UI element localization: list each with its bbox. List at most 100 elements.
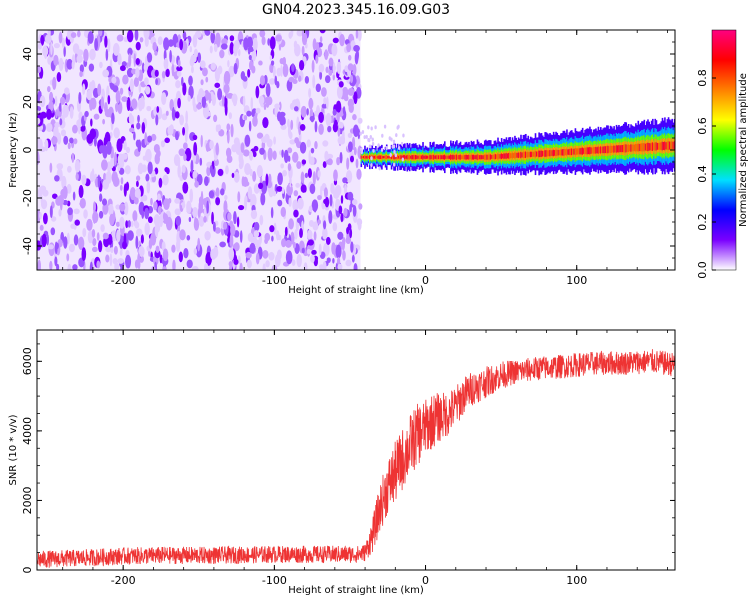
noise-blob	[110, 157, 114, 169]
noise-blob	[308, 87, 312, 98]
carrier-cell	[495, 154, 498, 159]
carrier-cell	[671, 141, 673, 150]
noise-blob	[331, 43, 338, 57]
noise-blob	[219, 49, 225, 59]
noise-blob	[129, 127, 135, 133]
carrier-cell	[636, 144, 638, 152]
noise-blob	[160, 140, 166, 148]
noise-blob	[247, 68, 251, 78]
noise-blob	[226, 155, 233, 163]
noise-blob	[287, 163, 292, 172]
carrier-cell	[577, 148, 579, 155]
noise-blob	[293, 106, 299, 112]
noise-blob	[293, 209, 299, 218]
noise-blob	[310, 147, 315, 154]
noise-blob	[105, 254, 110, 263]
noise-blob	[258, 60, 263, 66]
noise-blob	[70, 223, 76, 229]
carrier-cell	[665, 142, 667, 150]
noise-blob	[214, 68, 221, 82]
edge-blob	[378, 166, 381, 171]
carrier-cell	[482, 155, 485, 160]
carrier-cell	[531, 151, 533, 157]
noise-blob	[119, 87, 124, 95]
noise-blob	[100, 96, 105, 110]
noise-blob	[37, 117, 41, 125]
y-tick-label: 0	[21, 567, 34, 574]
noise-blob	[347, 141, 353, 153]
noise-blob	[54, 256, 58, 267]
noise-blob	[205, 142, 210, 153]
noise-blob	[134, 30, 139, 41]
noise-blob	[137, 139, 142, 153]
noise-blob	[297, 197, 304, 210]
noise-blob	[144, 56, 148, 69]
noise-blob	[351, 254, 355, 263]
noise-blob	[200, 134, 203, 148]
noise-blob	[94, 38, 99, 51]
carrier-cell	[673, 141, 675, 150]
noise-blob	[66, 232, 70, 245]
noise-blob	[291, 259, 296, 267]
noise-blob	[259, 214, 264, 226]
noise-blob	[97, 83, 102, 96]
carrier-cell	[567, 149, 569, 155]
y-tick-label: -20	[21, 189, 34, 207]
noise-blob	[245, 251, 252, 259]
noise-blob	[37, 138, 43, 151]
noise-blob	[153, 201, 158, 211]
noise-blob	[147, 161, 153, 175]
noise-blob	[281, 149, 284, 158]
noise-blob	[304, 75, 310, 84]
noise-blob	[178, 148, 186, 157]
carrier-cell	[596, 147, 598, 154]
noise-blob	[125, 220, 129, 229]
noise-blob	[350, 241, 354, 253]
noise-blob	[39, 95, 46, 108]
carrier-cell	[460, 155, 463, 160]
noise-blob	[70, 32, 77, 39]
noise-blob	[73, 208, 80, 215]
noise-blob	[173, 154, 180, 166]
noise-blob	[273, 136, 276, 145]
noise-blob	[237, 49, 241, 57]
noise-blob	[204, 230, 211, 241]
noise-blob	[233, 242, 240, 252]
edge-blob	[374, 125, 377, 130]
noise-blob	[53, 54, 59, 66]
noise-blob	[86, 133, 94, 144]
carrier-cell	[650, 142, 653, 151]
figure-title: GN04.2023.345.16.09.G03	[262, 2, 450, 18]
noise-blob	[148, 238, 153, 250]
carrier-cell	[613, 145, 615, 153]
noise-blob	[336, 156, 341, 166]
noise-blob	[218, 129, 225, 137]
noise-blob	[332, 222, 338, 232]
noise-blob	[127, 220, 131, 228]
noise-blob	[115, 103, 119, 113]
carrier-cell	[373, 155, 376, 159]
carrier-cell	[647, 142, 649, 152]
noise-blob	[146, 52, 153, 63]
noise-blob	[188, 75, 193, 86]
noise-blob	[79, 71, 83, 78]
noise-blob	[355, 158, 359, 169]
noise-blob	[301, 247, 305, 254]
noise-blob	[204, 30, 211, 36]
carrier-cell	[625, 144, 628, 153]
noise-blob	[83, 209, 88, 219]
carrier-cell	[654, 142, 657, 151]
noise-blob	[137, 114, 140, 123]
carrier-cell	[549, 150, 551, 157]
noise-blob	[99, 145, 105, 154]
noise-blob	[113, 245, 118, 255]
noise-blob	[189, 46, 193, 53]
carrier-cell	[445, 155, 447, 159]
carrier-cell	[670, 141, 672, 150]
carrier-cell	[555, 149, 557, 157]
noise-blob	[112, 42, 120, 56]
carrier-cell	[639, 143, 642, 152]
noise-blob	[244, 196, 248, 211]
noise-blob	[69, 137, 74, 144]
noise-blob	[174, 111, 180, 119]
